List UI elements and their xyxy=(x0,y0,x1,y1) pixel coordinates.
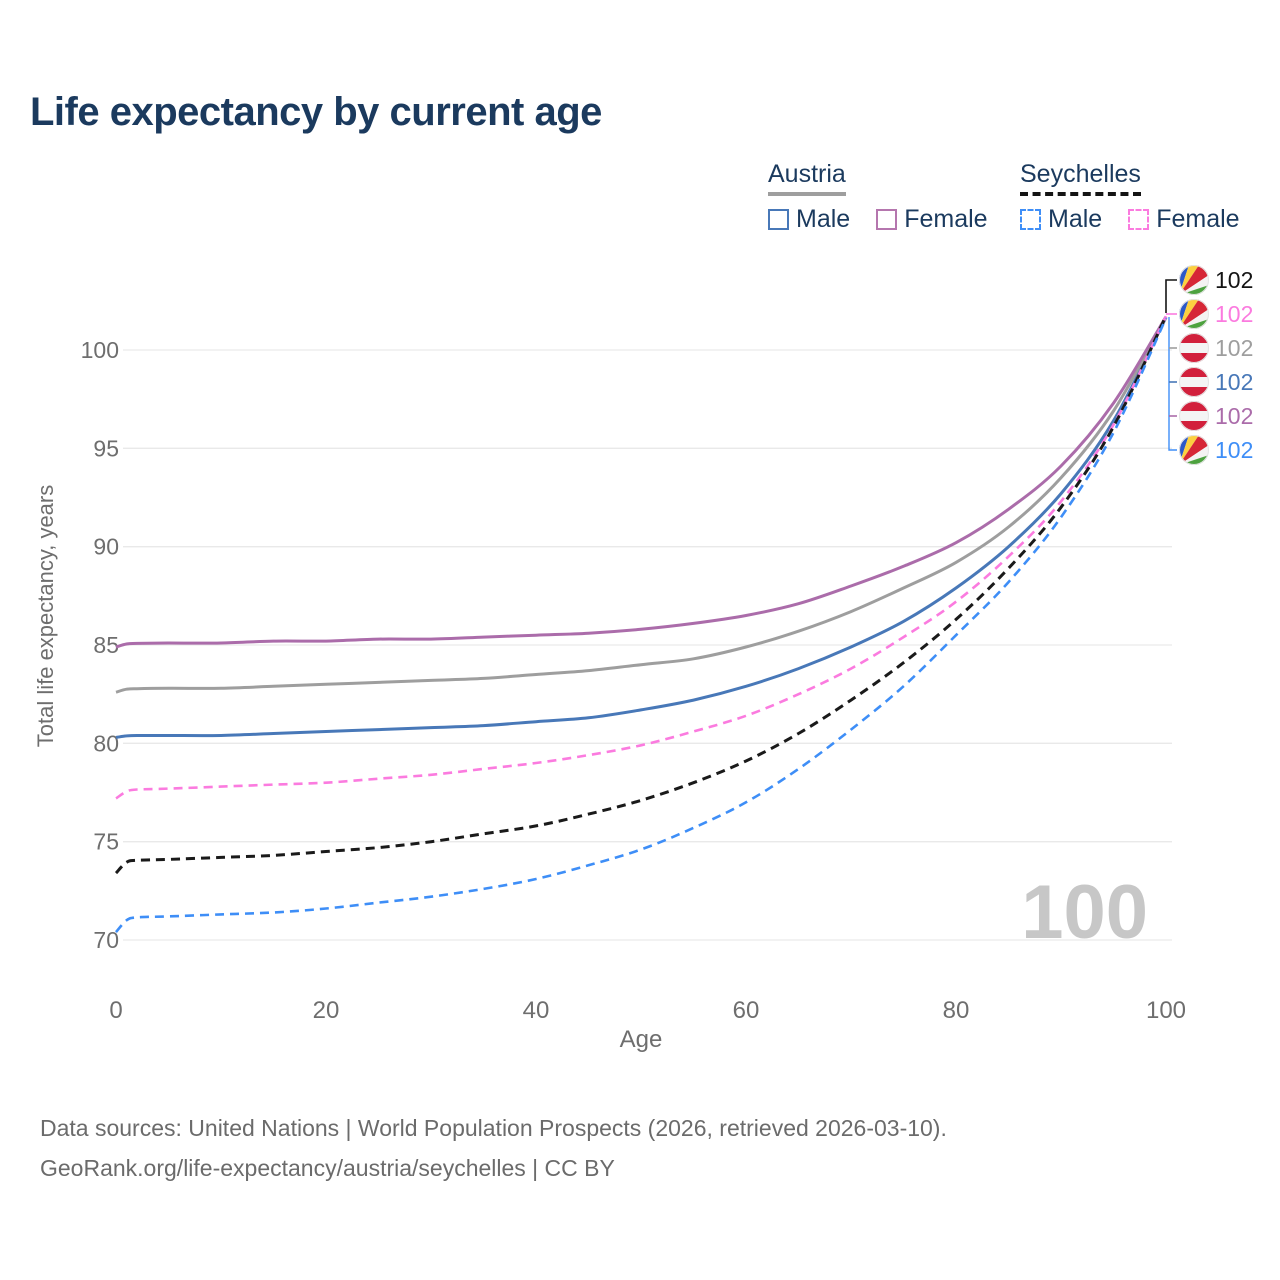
x-axis-title: Age xyxy=(619,1026,663,1053)
end-label-seychelles-male: 102 xyxy=(1179,435,1253,465)
x-tick-label: 60 xyxy=(733,997,760,1024)
end-label-value: 102 xyxy=(1215,402,1254,429)
legend-label: Female xyxy=(1156,205,1240,233)
x-tick-label: 80 xyxy=(943,997,970,1024)
y-tick-label: 90 xyxy=(93,534,119,560)
chart-title: Life expectancy by current age xyxy=(30,90,602,134)
seychelles-flag-icon xyxy=(1179,299,1209,329)
end-label-leaders xyxy=(1165,279,1177,451)
y-tick-label: 95 xyxy=(93,435,119,461)
austria-flag-icon xyxy=(1179,401,1209,431)
x-tick-label: 40 xyxy=(523,997,550,1024)
legend-swatch-seychelles-male-icon xyxy=(1020,209,1041,230)
y-tick-label: 75 xyxy=(93,829,119,855)
end-label-seychelles: 102 xyxy=(1179,265,1253,295)
line-austria-female[interactable] xyxy=(115,315,1168,649)
x-tick-label: 0 xyxy=(109,997,122,1024)
legend-swatch-austria-male-icon xyxy=(768,209,789,230)
y-tick-label: 80 xyxy=(93,730,119,756)
watermark-age-counter: 100 xyxy=(1021,870,1148,955)
legend-header-seychelles[interactable]: Seychelles xyxy=(1020,160,1141,196)
footer-attribution: GeoRank.org/life-expectancy/austria/seyc… xyxy=(40,1155,615,1181)
line-seychelles-total[interactable] xyxy=(114,315,1168,875)
footer: Data sources: United Nations | World Pop… xyxy=(40,1108,947,1188)
x-tick-label: 100 xyxy=(1146,997,1186,1024)
end-label-austria-female: 102 xyxy=(1179,401,1253,431)
line-seychelles-female[interactable] xyxy=(115,315,1168,800)
austria-flag-icon xyxy=(1179,333,1209,363)
end-label-value: 102 xyxy=(1215,300,1254,327)
end-label-value: 102 xyxy=(1215,368,1254,395)
legend-header-austria[interactable]: Austria xyxy=(768,160,846,196)
end-label-seychelles-female: 102 xyxy=(1179,299,1253,329)
leader-seychelles-total xyxy=(1165,279,1177,313)
y-tick-label: 85 xyxy=(93,632,119,658)
end-label-value: 102 xyxy=(1215,266,1254,293)
seychelles-flag-icon xyxy=(1179,435,1209,465)
x-tick-label: 20 xyxy=(313,997,340,1024)
line-austria-total[interactable] xyxy=(115,316,1168,694)
y-axis-title: Total life expectancy, years xyxy=(33,484,58,748)
legend-label: Male xyxy=(1048,205,1103,233)
gridlines: 70 75 80 85 90 95 100 0 20 40 60 80 100 xyxy=(81,337,1186,1024)
austria-flag-icon xyxy=(1179,367,1209,397)
end-label-value: 102 xyxy=(1215,334,1254,361)
series-lines xyxy=(114,315,1168,933)
legend-item-austria-female[interactable]: Female xyxy=(876,205,988,234)
legend-label: Male xyxy=(796,205,851,233)
end-label-austria-male: 102 xyxy=(1179,367,1253,397)
legend-swatch-austria-female-icon xyxy=(876,209,898,230)
legend-item-seychelles-male[interactable]: Male xyxy=(1020,205,1102,234)
end-label-austria: 102 xyxy=(1179,333,1253,363)
legend-item-seychelles-female[interactable]: Female xyxy=(1128,205,1240,234)
legend-item-austria-male[interactable]: Male xyxy=(768,205,850,234)
end-label-value: 102 xyxy=(1215,436,1254,463)
legend-group-austria: Austria Male Female xyxy=(768,160,988,234)
legend-label: Female xyxy=(904,205,988,233)
seychelles-flag-icon xyxy=(1179,265,1209,295)
legend-group-seychelles: Seychelles Male Female xyxy=(1020,160,1240,234)
y-tick-label: 70 xyxy=(93,927,119,953)
line-austria-male[interactable] xyxy=(115,316,1168,739)
y-tick-label: 100 xyxy=(81,337,119,363)
footer-sources: Data sources: United Nations | World Pop… xyxy=(40,1115,947,1141)
legend-swatch-seychelles-female-icon xyxy=(1128,209,1150,230)
line-seychelles-male[interactable] xyxy=(115,317,1168,933)
leader-seychelles-male xyxy=(1168,317,1177,451)
